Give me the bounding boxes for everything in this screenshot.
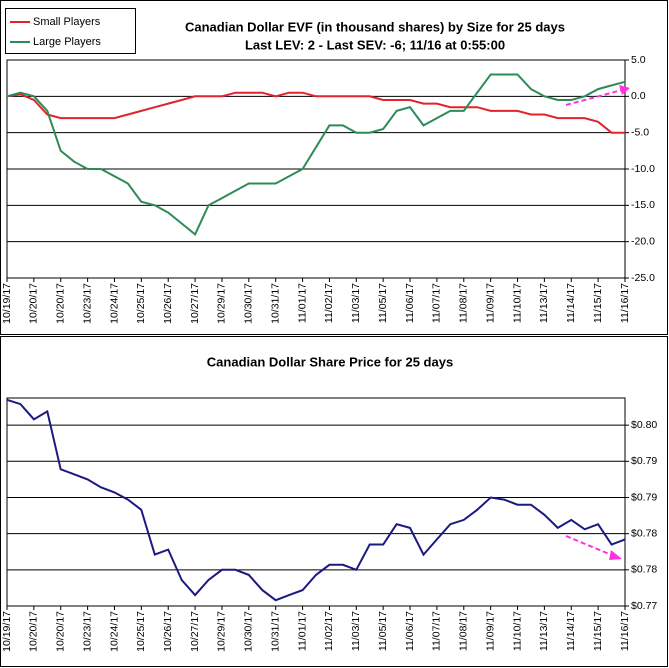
x-tick-label: 11/16/17 (619, 283, 631, 323)
arrow-line (565, 89, 623, 106)
x-tick-label: 10/24/17 (108, 611, 120, 652)
x-tick-label: 11/03/17 (350, 611, 362, 651)
y-tick-label: $0.80 (631, 419, 657, 431)
series-line (6, 91, 625, 134)
x-tick-label: 11/13/17 (538, 611, 550, 651)
x-tick-label: 10/19/17 (1, 283, 13, 324)
x-tick-label: 11/07/17 (431, 611, 443, 651)
y-tick-label: -25.0 (631, 272, 655, 284)
x-tick-label: 10/19/17 (1, 611, 13, 652)
y-tick-label: 0.0 (631, 90, 646, 102)
legend-box (5, 8, 136, 54)
x-tick-label: 11/16/17 (619, 611, 631, 651)
x-tick-label: 11/15/17 (592, 611, 604, 651)
x-tick-label: 11/13/17 (538, 283, 550, 323)
x-tick-label: 10/30/17 (243, 611, 255, 652)
x-tick-label: 11/06/17 (404, 283, 416, 323)
x-tick-label: 10/30/17 (243, 283, 255, 324)
x-tick-label: 10/20/17 (28, 283, 40, 324)
x-tick-label: 10/25/17 (135, 611, 147, 652)
x-tick-label: 10/26/17 (162, 611, 174, 652)
x-tick-label: 11/05/17 (377, 611, 389, 651)
x-tick-label: 11/05/17 (377, 283, 389, 323)
chart-subtitle: Last LEV: 2 - Last SEV: -6; 11/16 at 0:5… (245, 37, 505, 52)
x-tick-label: 11/09/17 (484, 611, 496, 651)
x-tick-label: 11/01/17 (296, 283, 308, 323)
x-tick-label: 10/20/17 (55, 611, 67, 652)
x-tick-label: 11/14/17 (565, 611, 577, 651)
chart-title: Canadian Dollar Share Price for 25 days (207, 354, 453, 369)
x-tick-label: 10/27/17 (189, 283, 201, 324)
x-tick-label: 11/02/17 (323, 611, 335, 651)
trend-arrow (565, 85, 630, 106)
y-tick-label: $0.79 (631, 455, 657, 467)
y-tick-label: -20.0 (631, 235, 655, 247)
x-tick-label: 11/08/17 (458, 283, 470, 323)
x-tick-label: 10/29/17 (216, 283, 228, 324)
arrow-head (619, 85, 630, 95)
arrow-line (565, 535, 615, 557)
x-tick-label: 10/31/17 (269, 283, 281, 324)
legend-label: Small Players (33, 16, 101, 28)
chart-title: Canadian Dollar EVF (in thousand shares)… (185, 19, 565, 34)
x-tick-label: 11/14/17 (565, 283, 577, 323)
x-tick-label: 10/26/17 (162, 283, 174, 324)
x-tick-label: 11/09/17 (484, 283, 496, 323)
x-tick-label: 10/20/17 (28, 611, 40, 652)
plot-area (6, 397, 626, 607)
x-tick-label: 10/29/17 (216, 611, 228, 652)
x-tick-label: 10/23/17 (81, 611, 93, 652)
x-tick-label: 11/02/17 (323, 283, 335, 323)
x-tick-label: 11/06/17 (404, 611, 416, 651)
x-tick-label: 10/24/17 (108, 283, 120, 324)
y-tick-label: $0.78 (631, 564, 657, 576)
y-tick-label: 5.0 (631, 54, 646, 66)
x-tick-label: 10/27/17 (189, 611, 201, 652)
legend: Small Players Large Players (5, 8, 136, 54)
trend-arrow (565, 535, 622, 560)
x-tick-label: 10/31/17 (269, 611, 281, 652)
x-tick-label: 11/07/17 (431, 283, 443, 323)
y-tick-label: $0.79 (631, 491, 657, 503)
x-tick-label: 11/10/17 (511, 611, 523, 651)
x-tick-label: 11/03/17 (350, 283, 362, 323)
y-tick-label: $0.78 (631, 527, 657, 539)
y-tick-label: -5.0 (631, 126, 649, 138)
x-tick-label: 10/23/17 (81, 283, 93, 324)
y-tick-label: $0.77 (631, 600, 657, 612)
y-tick-label: -10.0 (631, 163, 655, 175)
series-line (6, 398, 626, 602)
x-tick-label: 10/20/17 (55, 283, 67, 324)
arrow-head (609, 550, 622, 560)
x-tick-label: 11/10/17 (511, 283, 523, 323)
x-tick-label: 10/25/17 (135, 283, 147, 324)
legend-label: Large Players (33, 36, 101, 48)
x-tick-label: 11/08/17 (458, 611, 470, 651)
x-tick-label: 11/15/17 (592, 283, 604, 323)
x-tick-label: 11/01/17 (296, 611, 308, 651)
y-tick-label: -15.0 (631, 199, 655, 211)
series-line (6, 73, 626, 236)
